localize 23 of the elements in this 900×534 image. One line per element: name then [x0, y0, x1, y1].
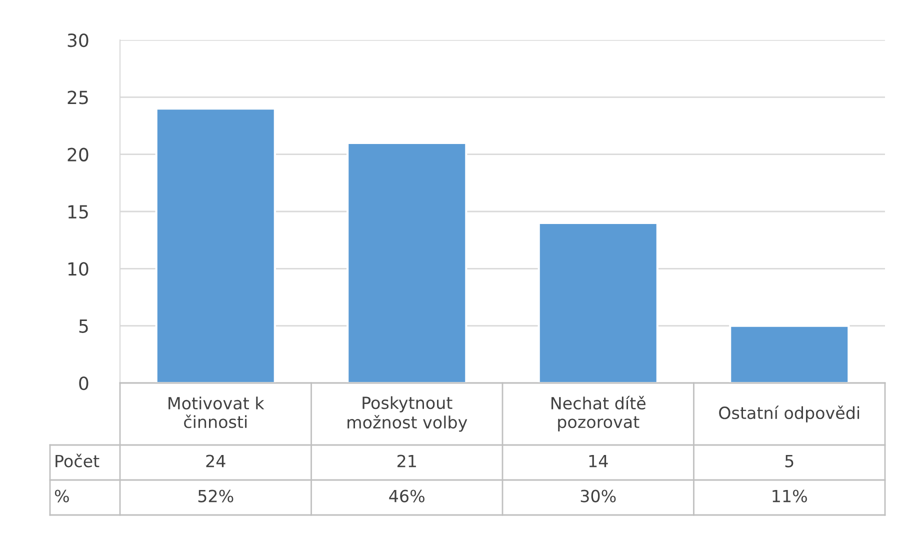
data-label: 14	[589, 454, 608, 468]
text: %	[54, 490, 69, 502]
text: 46%	[389, 490, 424, 502]
text: Počet	[56, 454, 100, 468]
x-tick-label: Motivovat k činnosti	[168, 396, 264, 428]
text: 11%	[772, 490, 807, 502]
y-tick-label: 0	[79, 376, 88, 390]
data-label: 21	[397, 454, 416, 468]
x-tick-label: Poskytnout možnost volby	[348, 396, 468, 432]
y-tick-label: 15	[68, 205, 88, 219]
text: 52%	[198, 490, 234, 502]
y-tick-label: 30	[68, 33, 88, 48]
bar	[155, 108, 276, 383]
data-label: 5	[785, 454, 794, 468]
data-label: 24	[206, 454, 226, 468]
y-tick-label: 25	[68, 90, 88, 104]
x-tick-label: Ostatní odpovědi	[719, 406, 860, 422]
x-tick-label: Nechat dítě pozorovat	[552, 396, 646, 432]
y-tick-label: 20	[68, 148, 88, 162]
y-tick-label: 5	[79, 320, 88, 333]
y-tick-label: 10	[68, 262, 88, 276]
bar	[729, 324, 850, 383]
text: 30%	[580, 490, 616, 502]
